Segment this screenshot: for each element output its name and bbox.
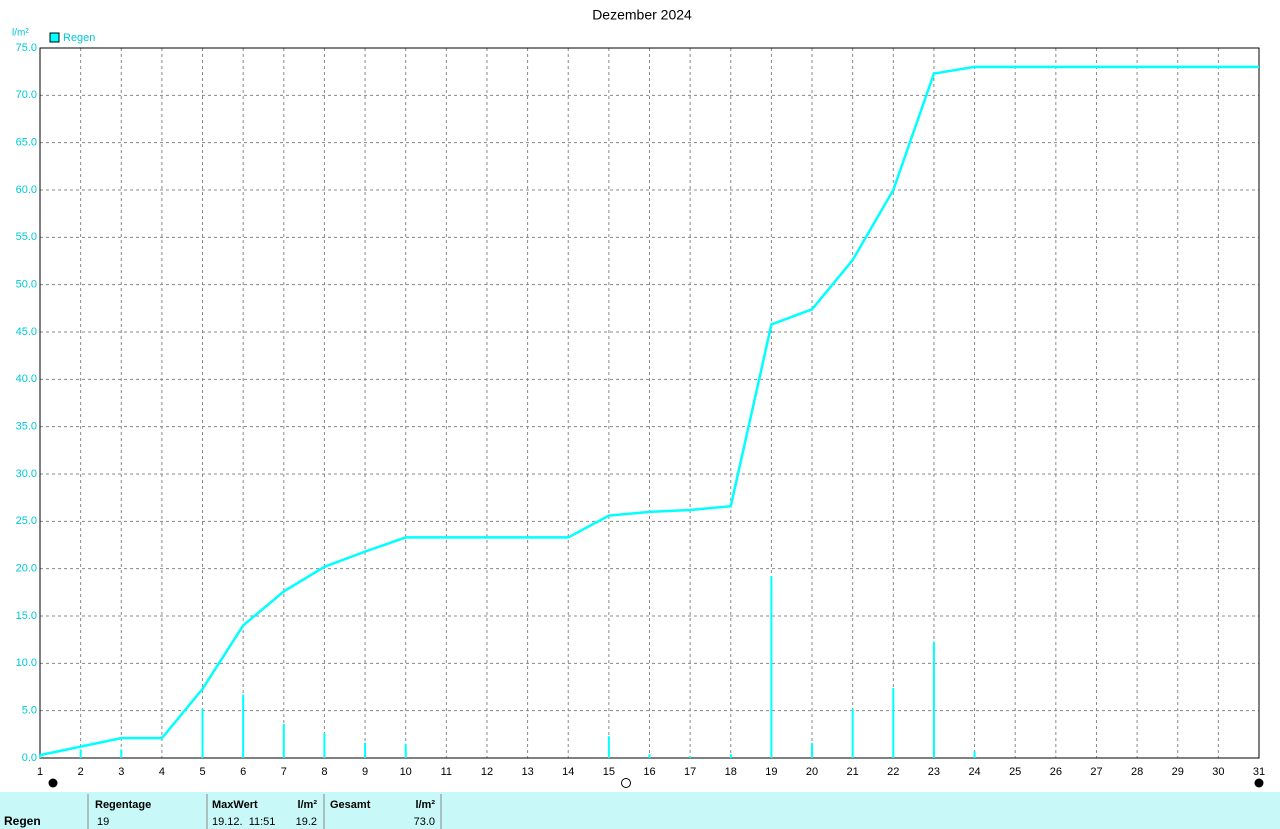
summary-bg [0, 792, 1280, 829]
y-tick-label: 65.0 [16, 137, 37, 149]
moon-icon [1254, 778, 1264, 788]
x-tick-label: 6 [240, 766, 246, 778]
x-tick-label: 10 [400, 766, 412, 778]
legend-label: Regen [63, 32, 95, 44]
x-tick-label: 1 [37, 766, 43, 778]
x-tick-label: 22 [887, 766, 899, 778]
x-tick-label: 20 [806, 766, 818, 778]
x-tick-label: 24 [968, 766, 980, 778]
x-tick-label: 28 [1131, 766, 1143, 778]
bar [364, 742, 367, 758]
x-tick-label: 7 [281, 766, 287, 778]
bar [201, 708, 204, 758]
x-tick-label: 23 [928, 766, 940, 778]
bar [282, 723, 285, 758]
bar [729, 754, 732, 758]
bar [323, 733, 326, 758]
moon-icon [621, 778, 631, 788]
x-tick-label: 14 [562, 766, 574, 778]
y-tick-label: 40.0 [16, 373, 37, 385]
y-tick-label: 70.0 [16, 89, 37, 101]
x-tick-label: 30 [1212, 766, 1224, 778]
bar [120, 749, 123, 758]
x-tick-label: 17 [684, 766, 696, 778]
header: l/m² [415, 799, 435, 811]
x-tick-label: 3 [118, 766, 124, 778]
x-tick-label: 26 [1050, 766, 1062, 778]
row-label: Regen [4, 814, 41, 828]
x-tick-label: 25 [1009, 766, 1021, 778]
line [39, 65, 1259, 757]
legend-swatch [49, 32, 60, 43]
bar [892, 687, 895, 758]
y-tick-label: 15.0 [16, 610, 37, 622]
header: Regentage [95, 799, 151, 811]
y-tick-label: 35.0 [16, 421, 37, 433]
x-tick-label: 4 [159, 766, 165, 778]
x-tick-label: 8 [321, 766, 327, 778]
moon-icon [48, 778, 58, 788]
header: MaxWert [212, 799, 258, 811]
bar [851, 708, 854, 758]
bar [689, 756, 692, 758]
bar [79, 749, 82, 758]
y-tick-label: 10.0 [16, 657, 37, 669]
chart-title: Dezember 2024 [592, 7, 692, 23]
bar [973, 751, 976, 758]
y-axis-label: l/m² [12, 28, 29, 39]
y-tick-label: 5.0 [22, 705, 37, 717]
bar [404, 743, 407, 758]
x-tick-label: 13 [521, 766, 533, 778]
y-tick-label: 45.0 [16, 326, 37, 338]
y-tick-label: 60.0 [16, 184, 37, 196]
y-tick-label: 75.0 [16, 42, 37, 54]
bar [39, 755, 41, 758]
header: l/m² [297, 799, 317, 811]
cell: 19.12. 11:51 [212, 816, 275, 828]
cell: 19 [97, 816, 109, 828]
x-tick-label: 29 [1172, 766, 1184, 778]
y-tick-label: 30.0 [16, 468, 37, 480]
x-tick-label: 19 [765, 766, 777, 778]
x-tick-label: 2 [78, 766, 84, 778]
x-tick-label: 21 [847, 766, 859, 778]
bar [770, 576, 773, 758]
y-tick-label: 50.0 [16, 279, 37, 291]
x-tick-label: 31 [1253, 766, 1265, 778]
bar [607, 736, 610, 758]
header: Gesamt [330, 799, 371, 811]
x-tick-label: 18 [725, 766, 737, 778]
y-tick-label: 0.0 [22, 752, 37, 764]
bar [648, 754, 651, 758]
cell: 73.0 [414, 816, 435, 828]
bar [932, 641, 935, 758]
bar [811, 742, 814, 758]
x-tick-label: 11 [441, 766, 452, 778]
x-tick-label: 5 [199, 766, 205, 778]
bar [242, 694, 245, 758]
x-tick-label: 16 [643, 766, 655, 778]
cell: 19.2 [296, 816, 317, 828]
y-tick-label: 55.0 [16, 231, 37, 243]
x-tick-label: 15 [603, 766, 615, 778]
x-tick-label: 12 [481, 766, 493, 778]
x-tick-label: 9 [362, 766, 368, 778]
y-tick-label: 25.0 [16, 515, 37, 527]
x-tick-label: 27 [1090, 766, 1102, 778]
summary-table: Regen Regentage MaxWert l/m² Gesamt l/m²… [4, 794, 442, 829]
y-tick-label: 20.0 [16, 563, 37, 575]
